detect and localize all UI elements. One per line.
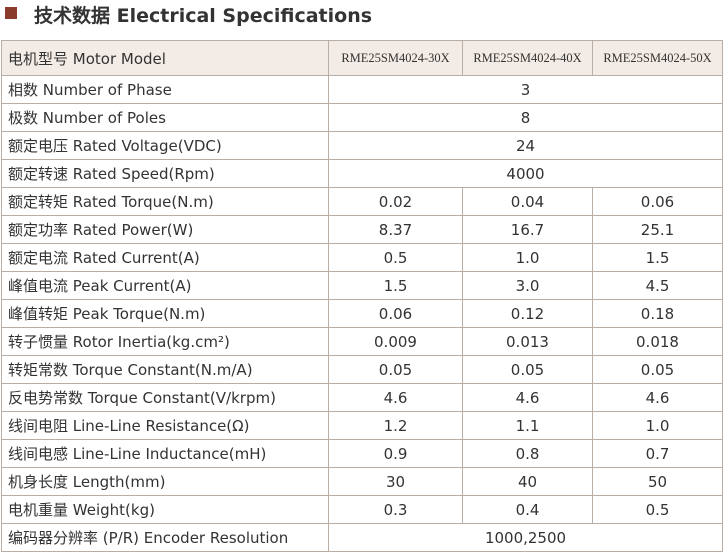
spec-value: 0.05	[462, 355, 593, 384]
spec-value: 4.6	[592, 383, 723, 412]
spec-value: 8	[328, 103, 723, 132]
spec-row: 额定电压 Rated Voltage(VDC) 24	[1, 131, 723, 160]
spec-value: 0.013	[462, 327, 593, 356]
spec-value: 4.6	[462, 383, 593, 412]
spec-value: 3.0	[462, 271, 593, 300]
spec-value: 1.1	[462, 411, 593, 440]
spec-value: 0.009	[328, 327, 463, 356]
spec-value: 40	[462, 467, 593, 496]
spec-label: 峰值转矩 Peak Torque(N.m)	[1, 299, 329, 328]
spec-row: 额定电流 Rated Current(A) 0.5 1.0 1.5	[1, 243, 723, 272]
spec-label: 额定转矩 Rated Torque(N.m)	[1, 187, 329, 216]
spec-value: 3	[328, 75, 723, 104]
spec-value: 1000,2500	[328, 523, 723, 552]
spec-row: 反电势常数 Torque Constant(V/krpm) 4.6 4.6 4.6	[1, 383, 723, 412]
spec-value: 30	[328, 467, 463, 496]
spec-label: 额定转速 Rated Speed(Rpm)	[1, 159, 329, 188]
spec-label: 编码器分辨率 (P/R) Encoder Resolution	[1, 523, 329, 552]
spec-label: 极数 Number of Poles	[1, 103, 329, 132]
model-name: RME25SM4024-50X	[592, 40, 723, 76]
spec-row: 极数 Number of Poles 8	[1, 103, 723, 132]
spec-label: 相数 Number of Phase	[1, 75, 329, 104]
spec-value: 0.5	[328, 243, 463, 272]
spec-value: 4000	[328, 159, 723, 188]
spec-value: 1.5	[592, 243, 723, 272]
section-title: 技术数据 Electrical Specifications	[34, 5, 373, 27]
spec-label: 线间电感 Line-Line Inductance(mH)	[1, 439, 329, 468]
section-header: 技术数据 Electrical Specifications	[0, 0, 723, 30]
spec-label: 转矩常数 Torque Constant(N.m/A)	[1, 355, 329, 384]
spec-value: 0.06	[328, 299, 463, 328]
spec-row: 编码器分辨率 (P/R) Encoder Resolution 1000,2500	[1, 523, 723, 552]
spec-row: 额定转矩 Rated Torque(N.m) 0.02 0.04 0.06	[1, 187, 723, 216]
spec-value: 0.05	[328, 355, 463, 384]
spec-label: 转子惯量 Rotor Inertia(kg.cm²)	[1, 327, 329, 356]
spec-value: 1.5	[328, 271, 463, 300]
spec-value: 0.04	[462, 187, 593, 216]
spec-row: 峰值转矩 Peak Torque(N.m) 0.06 0.12 0.18	[1, 299, 723, 328]
spec-value: 16.7	[462, 215, 593, 244]
spec-value: 8.37	[328, 215, 463, 244]
spec-value: 0.9	[328, 439, 463, 468]
spec-row: 线间电感 Line-Line Inductance(mH) 0.9 0.8 0.7	[1, 439, 723, 468]
spec-row: 额定转速 Rated Speed(Rpm) 4000	[1, 159, 723, 188]
header-label: 电机型号 Motor Model	[1, 40, 329, 76]
spec-value: 0.5	[592, 495, 723, 524]
spec-value: 1.0	[462, 243, 593, 272]
spec-value: 0.12	[462, 299, 593, 328]
spec-row: 转子惯量 Rotor Inertia(kg.cm²) 0.009 0.013 0.01…	[1, 327, 723, 356]
spec-label: 电机重量 Weight(kg)	[1, 495, 329, 524]
spec-value: 0.8	[462, 439, 593, 468]
spec-value: 0.02	[328, 187, 463, 216]
spec-value: 0.05	[592, 355, 723, 384]
model-name: RME25SM4024-30X	[328, 40, 463, 76]
header-row: 电机型号 Motor Model RME25SM4024-30X RME25SM40…	[1, 40, 723, 76]
spec-value: 50	[592, 467, 723, 496]
spec-value: 24	[328, 131, 723, 160]
spec-value: 1.2	[328, 411, 463, 440]
spec-value: 0.06	[592, 187, 723, 216]
spec-value: 4.6	[328, 383, 463, 412]
spec-label: 线间电阻 Line-Line Resistance(Ω)	[1, 411, 329, 440]
spec-value: 0.018	[592, 327, 723, 356]
spec-row: 峰值电流 Peak Current(A) 1.5 3.0 4.5	[1, 271, 723, 300]
spec-label: 额定功率 Rated Power(W)	[1, 215, 329, 244]
spec-table: 电机型号 Motor Model RME25SM4024-30X RME25SM40…	[1, 40, 723, 552]
spec-label: 额定电流 Rated Current(A)	[1, 243, 329, 272]
spec-row: 转矩常数 Torque Constant(N.m/A) 0.05 0.05 0.05	[1, 355, 723, 384]
spec-value: 0.4	[462, 495, 593, 524]
spec-value: 25.1	[592, 215, 723, 244]
model-name: RME25SM4024-40X	[462, 40, 593, 76]
spec-value: 0.18	[592, 299, 723, 328]
spec-row: 额定功率 Rated Power(W) 8.37 16.7 25.1	[1, 215, 723, 244]
spec-value: 1.0	[592, 411, 723, 440]
spec-value: 0.3	[328, 495, 463, 524]
spec-row: 机身长度 Length(mm) 30 40 50	[1, 467, 723, 496]
spec-row: 相数 Number of Phase 3	[1, 75, 723, 104]
spec-row: 线间电阻 Line-Line Resistance(Ω) 1.2 1.1 1.0	[1, 411, 723, 440]
spec-label: 反电势常数 Torque Constant(V/krpm)	[1, 383, 329, 412]
spec-label: 额定电压 Rated Voltage(VDC)	[1, 131, 329, 160]
spec-label: 机身长度 Length(mm)	[1, 467, 329, 496]
spec-label: 峰值电流 Peak Current(A)	[1, 271, 329, 300]
title-marker	[5, 7, 17, 19]
spec-value: 4.5	[592, 271, 723, 300]
spec-row: 电机重量 Weight(kg) 0.3 0.4 0.5	[1, 495, 723, 524]
spec-value: 0.7	[592, 439, 723, 468]
